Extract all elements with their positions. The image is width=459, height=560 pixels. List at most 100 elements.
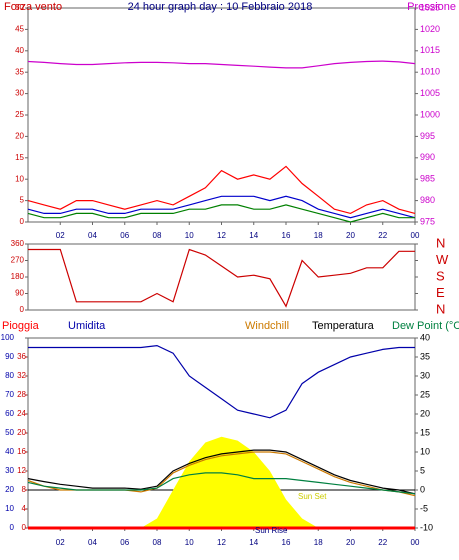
x-tick-label: 02 [56, 538, 65, 547]
x-tick-label: 08 [153, 231, 162, 240]
y3-tick-label: 4 [22, 504, 27, 513]
y2-tick-label: 0 [420, 484, 425, 494]
y-tick-label: 100 [1, 333, 15, 342]
y2-tick-label: 1010 [420, 67, 440, 77]
legend-entry: Dew Point (°C [392, 320, 459, 332]
y2-axis-title: Pressione [407, 1, 456, 13]
x-tick-label: 18 [314, 538, 323, 547]
y-tick-label: 25 [15, 110, 24, 119]
y-tick-label: 20 [15, 132, 24, 141]
y-tick-label: 70 [5, 390, 14, 399]
series-line [27, 449, 416, 495]
series-line [27, 60, 416, 69]
x-tick-label: 20 [346, 538, 355, 547]
y-tick-label: 60 [5, 409, 14, 418]
plot-area [27, 243, 416, 311]
x-tick-label: 10 [185, 538, 194, 547]
y2-tick-label: 30 [420, 370, 430, 380]
y2-tick-label: 25 [420, 389, 430, 399]
y-tick-label: 90 [15, 289, 24, 298]
y2-tick-label: S [436, 268, 445, 283]
y2-tick-label: E [436, 285, 445, 300]
y-tick-label: 0 [10, 523, 15, 532]
x-tick-label: 12 [217, 231, 226, 240]
x-tick-label: 06 [120, 538, 129, 547]
x-tick-label: 04 [88, 231, 97, 240]
y2-tick-label: -5 [420, 503, 428, 513]
y2-tick-label: 1015 [420, 45, 440, 55]
y-tick-label: 20 [5, 485, 14, 494]
x-tick-label: 22 [378, 231, 387, 240]
series-line [27, 195, 416, 219]
y3-tick-label: 32 [17, 371, 26, 380]
y-tick-label: 50 [15, 3, 24, 12]
legend-entry: Windchill [245, 320, 289, 332]
series-line [28, 248, 415, 308]
x-tick-label: 00 [411, 231, 420, 240]
y-tick-label: 80 [5, 371, 14, 380]
x-tick-label: 02 [56, 231, 65, 240]
y-tick-label: 5 [20, 196, 25, 205]
y2-tick-label: N [436, 301, 445, 316]
y2-tick-label: 990 [420, 152, 435, 162]
y-tick-label: 360 [11, 239, 25, 248]
y2-tick-label: 10 [420, 446, 430, 456]
y-tick-label: 30 [15, 89, 24, 98]
y2-tick-label: 1020 [420, 24, 440, 34]
y3-tick-label: 12 [17, 466, 26, 475]
y-axis-title: Forza vento [4, 1, 62, 13]
x-tick-label: 08 [153, 538, 162, 547]
x-tick-label: 00 [411, 538, 420, 547]
y2-tick-label: 985 [420, 174, 435, 184]
y2-tick-label: 1025 [420, 2, 440, 12]
y2-tick-label: 35 [420, 351, 430, 361]
legend-entry: Pioggia [2, 320, 40, 332]
y2-tick-label: 995 [420, 131, 435, 141]
series-line [27, 204, 415, 223]
x-tick-label: 06 [120, 231, 129, 240]
x-tick-label: 14 [249, 538, 258, 547]
y2-tick-label: -10 [420, 522, 433, 532]
y2-tick-label: 20 [420, 408, 430, 418]
x-tick-label: 18 [314, 231, 323, 240]
y-tick-label: 45 [15, 25, 24, 34]
y2-tick-label: 980 [420, 195, 435, 205]
series-line [28, 344, 415, 419]
annotation: Sun Set [298, 492, 327, 501]
annotation: Sun Rise [255, 526, 288, 535]
x-tick-label: 10 [185, 231, 194, 240]
series-line [27, 165, 416, 215]
chart-title: 24 hour graph day : 10 Febbraio 2018 [128, 1, 313, 13]
y3-tick-label: 0 [22, 523, 27, 532]
y-tick-label: 0 [20, 217, 25, 226]
series-line [27, 472, 416, 495]
plot-area [27, 7, 416, 223]
y-tick-label: 10 [15, 174, 24, 183]
y3-tick-label: 20 [17, 428, 26, 437]
y2-tick-label: 975 [420, 216, 435, 226]
x-tick-label: 20 [346, 231, 355, 240]
legend-entry: Temperatura [312, 320, 375, 332]
y-tick-label: 50 [5, 428, 14, 437]
x-tick-label: 04 [88, 538, 97, 547]
y-tick-label: 10 [5, 504, 14, 513]
y-tick-label: 35 [15, 67, 24, 76]
y-tick-label: 40 [15, 46, 24, 55]
y-tick-label: 40 [5, 447, 14, 456]
y-tick-label: 180 [11, 272, 25, 281]
x-tick-label: 14 [249, 231, 258, 240]
x-tick-label: 16 [282, 538, 291, 547]
y2-tick-label: N [436, 235, 445, 250]
y2-tick-label: 15 [420, 427, 430, 437]
y2-tick-label: 5 [420, 465, 425, 475]
solar-area [28, 436, 415, 528]
y-tick-label: 15 [15, 153, 24, 162]
y-tick-label: 30 [5, 466, 14, 475]
y2-tick-label: 1000 [420, 109, 440, 119]
x-tick-label: 22 [378, 538, 387, 547]
y-tick-label: 0 [20, 305, 25, 314]
y3-tick-label: 24 [17, 409, 26, 418]
y-tick-label: 270 [11, 256, 25, 265]
y2-tick-label: 1005 [420, 88, 440, 98]
